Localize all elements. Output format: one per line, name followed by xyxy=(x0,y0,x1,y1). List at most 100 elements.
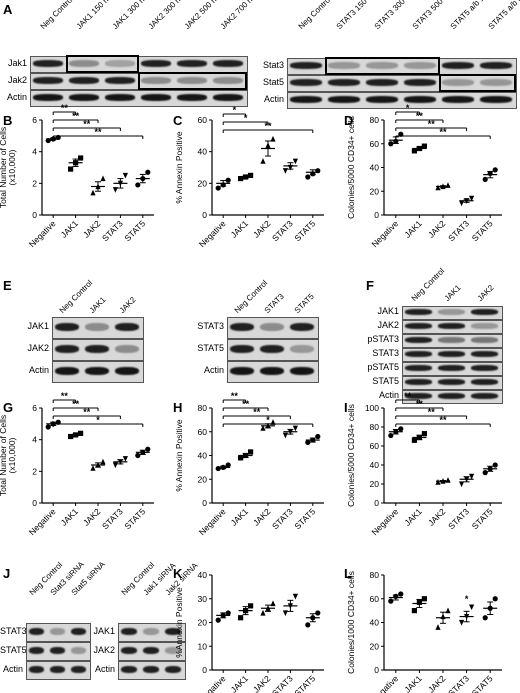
y-tick-label: 0 xyxy=(32,210,37,220)
x-tick-label: STAT5 xyxy=(122,506,147,531)
x-tick-label: Negative xyxy=(27,218,58,249)
blot-band xyxy=(480,79,512,86)
row-label: JAK1 xyxy=(93,625,115,636)
panel-letter-f: F xyxy=(366,278,374,293)
row-label: STAT3 xyxy=(0,625,27,636)
y-tick-label: 40 xyxy=(198,147,208,157)
blot-band xyxy=(471,379,498,385)
blot-band xyxy=(471,393,498,399)
x-tick-label: JAK2 xyxy=(426,218,448,240)
blot-band xyxy=(438,323,465,329)
lane-label: JAK1 xyxy=(87,295,108,315)
blot-band xyxy=(29,646,44,655)
data-point xyxy=(292,425,298,432)
data-point xyxy=(459,200,465,207)
data-point xyxy=(55,419,61,425)
blot-band xyxy=(165,646,181,655)
blot-band xyxy=(438,365,465,371)
y-tick-label: 0 xyxy=(374,210,379,220)
row-label: STAT3 xyxy=(197,321,224,331)
data-point xyxy=(225,177,231,183)
blot-band xyxy=(480,96,512,103)
blot-band xyxy=(71,627,86,636)
blot-band xyxy=(50,665,65,674)
data-point xyxy=(215,185,221,191)
row-label: JAK2 xyxy=(27,343,49,353)
panel-letter-h: H xyxy=(173,400,183,415)
x-tick-label: JAK1 xyxy=(402,506,424,528)
data-point xyxy=(398,131,404,137)
blot-band xyxy=(71,646,86,655)
blot-band xyxy=(115,366,139,376)
data-point xyxy=(305,174,311,180)
lane-label: JAK1 xyxy=(442,283,463,303)
data-point xyxy=(435,624,441,630)
lane-label: STAT5 a/b 350nM xyxy=(486,0,520,32)
data-point xyxy=(225,462,231,468)
blot-strip xyxy=(227,317,319,339)
y-tick-label: 20 xyxy=(198,178,208,188)
data-point xyxy=(282,610,288,617)
x-tick-label: STAT3 xyxy=(446,218,471,243)
data-point xyxy=(292,593,298,600)
lane-label: JAK1 300 nM xyxy=(110,0,151,31)
data-point xyxy=(270,135,276,142)
data-point xyxy=(265,142,271,148)
x-tick-label: JAK2 xyxy=(251,218,273,240)
data-point xyxy=(243,608,249,614)
blot-band xyxy=(105,77,135,84)
y-tick-label: 60 xyxy=(370,139,380,149)
y-tick-label: 2 xyxy=(32,178,37,188)
data-point xyxy=(248,603,254,609)
blot-band xyxy=(480,62,512,69)
data-point xyxy=(95,183,101,190)
data-point xyxy=(459,619,465,626)
data-point xyxy=(260,425,266,431)
panel-letter-j: J xyxy=(3,566,11,581)
blot-band xyxy=(260,366,284,376)
blot-band xyxy=(177,94,207,101)
blot-band xyxy=(115,322,139,332)
data-point xyxy=(90,465,96,471)
blot-band xyxy=(438,309,465,315)
data-point xyxy=(416,145,422,152)
blot-band xyxy=(29,627,44,636)
data-point xyxy=(145,446,151,452)
y-tick-label: 4 xyxy=(32,435,37,445)
x-tick-label: JAK1 xyxy=(229,218,251,240)
y-tick-label: 6 xyxy=(32,115,37,125)
western-blot-stat-knockdown: Neg Control STAT3 150 nM STAT3 300 nM STAT3… xyxy=(255,0,520,110)
data-point xyxy=(122,172,128,179)
row-label: STAT5 xyxy=(372,376,399,386)
blot-band xyxy=(471,323,498,329)
blot-band xyxy=(105,94,135,101)
data-point xyxy=(45,424,51,430)
blot-band xyxy=(33,77,63,84)
blot-band xyxy=(105,60,135,67)
x-tick-label: STAT5 xyxy=(470,218,495,243)
y-tick-label: 6 xyxy=(32,403,37,413)
row-label: JAK1 xyxy=(27,321,49,331)
data-point xyxy=(220,464,226,470)
blot-band xyxy=(69,94,99,101)
data-point xyxy=(315,610,321,616)
blot-band xyxy=(290,62,322,69)
row-label: JAK1 xyxy=(377,306,399,316)
row-label: pSTAT5 xyxy=(367,362,399,372)
blot-band xyxy=(438,351,465,357)
data-point xyxy=(145,169,151,175)
lane-label: JAK2 xyxy=(117,295,138,315)
data-point xyxy=(482,176,488,182)
data-point xyxy=(243,174,249,180)
x-tick-label: STAT3 xyxy=(100,506,125,531)
x-tick-label: Negative xyxy=(369,506,400,537)
blot-band xyxy=(405,379,432,385)
row-label: STAT3 xyxy=(372,348,399,358)
data-point xyxy=(90,189,96,196)
data-point xyxy=(50,421,56,427)
blot-band xyxy=(290,366,314,376)
data-point xyxy=(435,184,441,191)
y-tick-label: 10 xyxy=(198,641,208,651)
y-tick-label: 60 xyxy=(198,427,208,437)
data-point xyxy=(78,430,84,436)
